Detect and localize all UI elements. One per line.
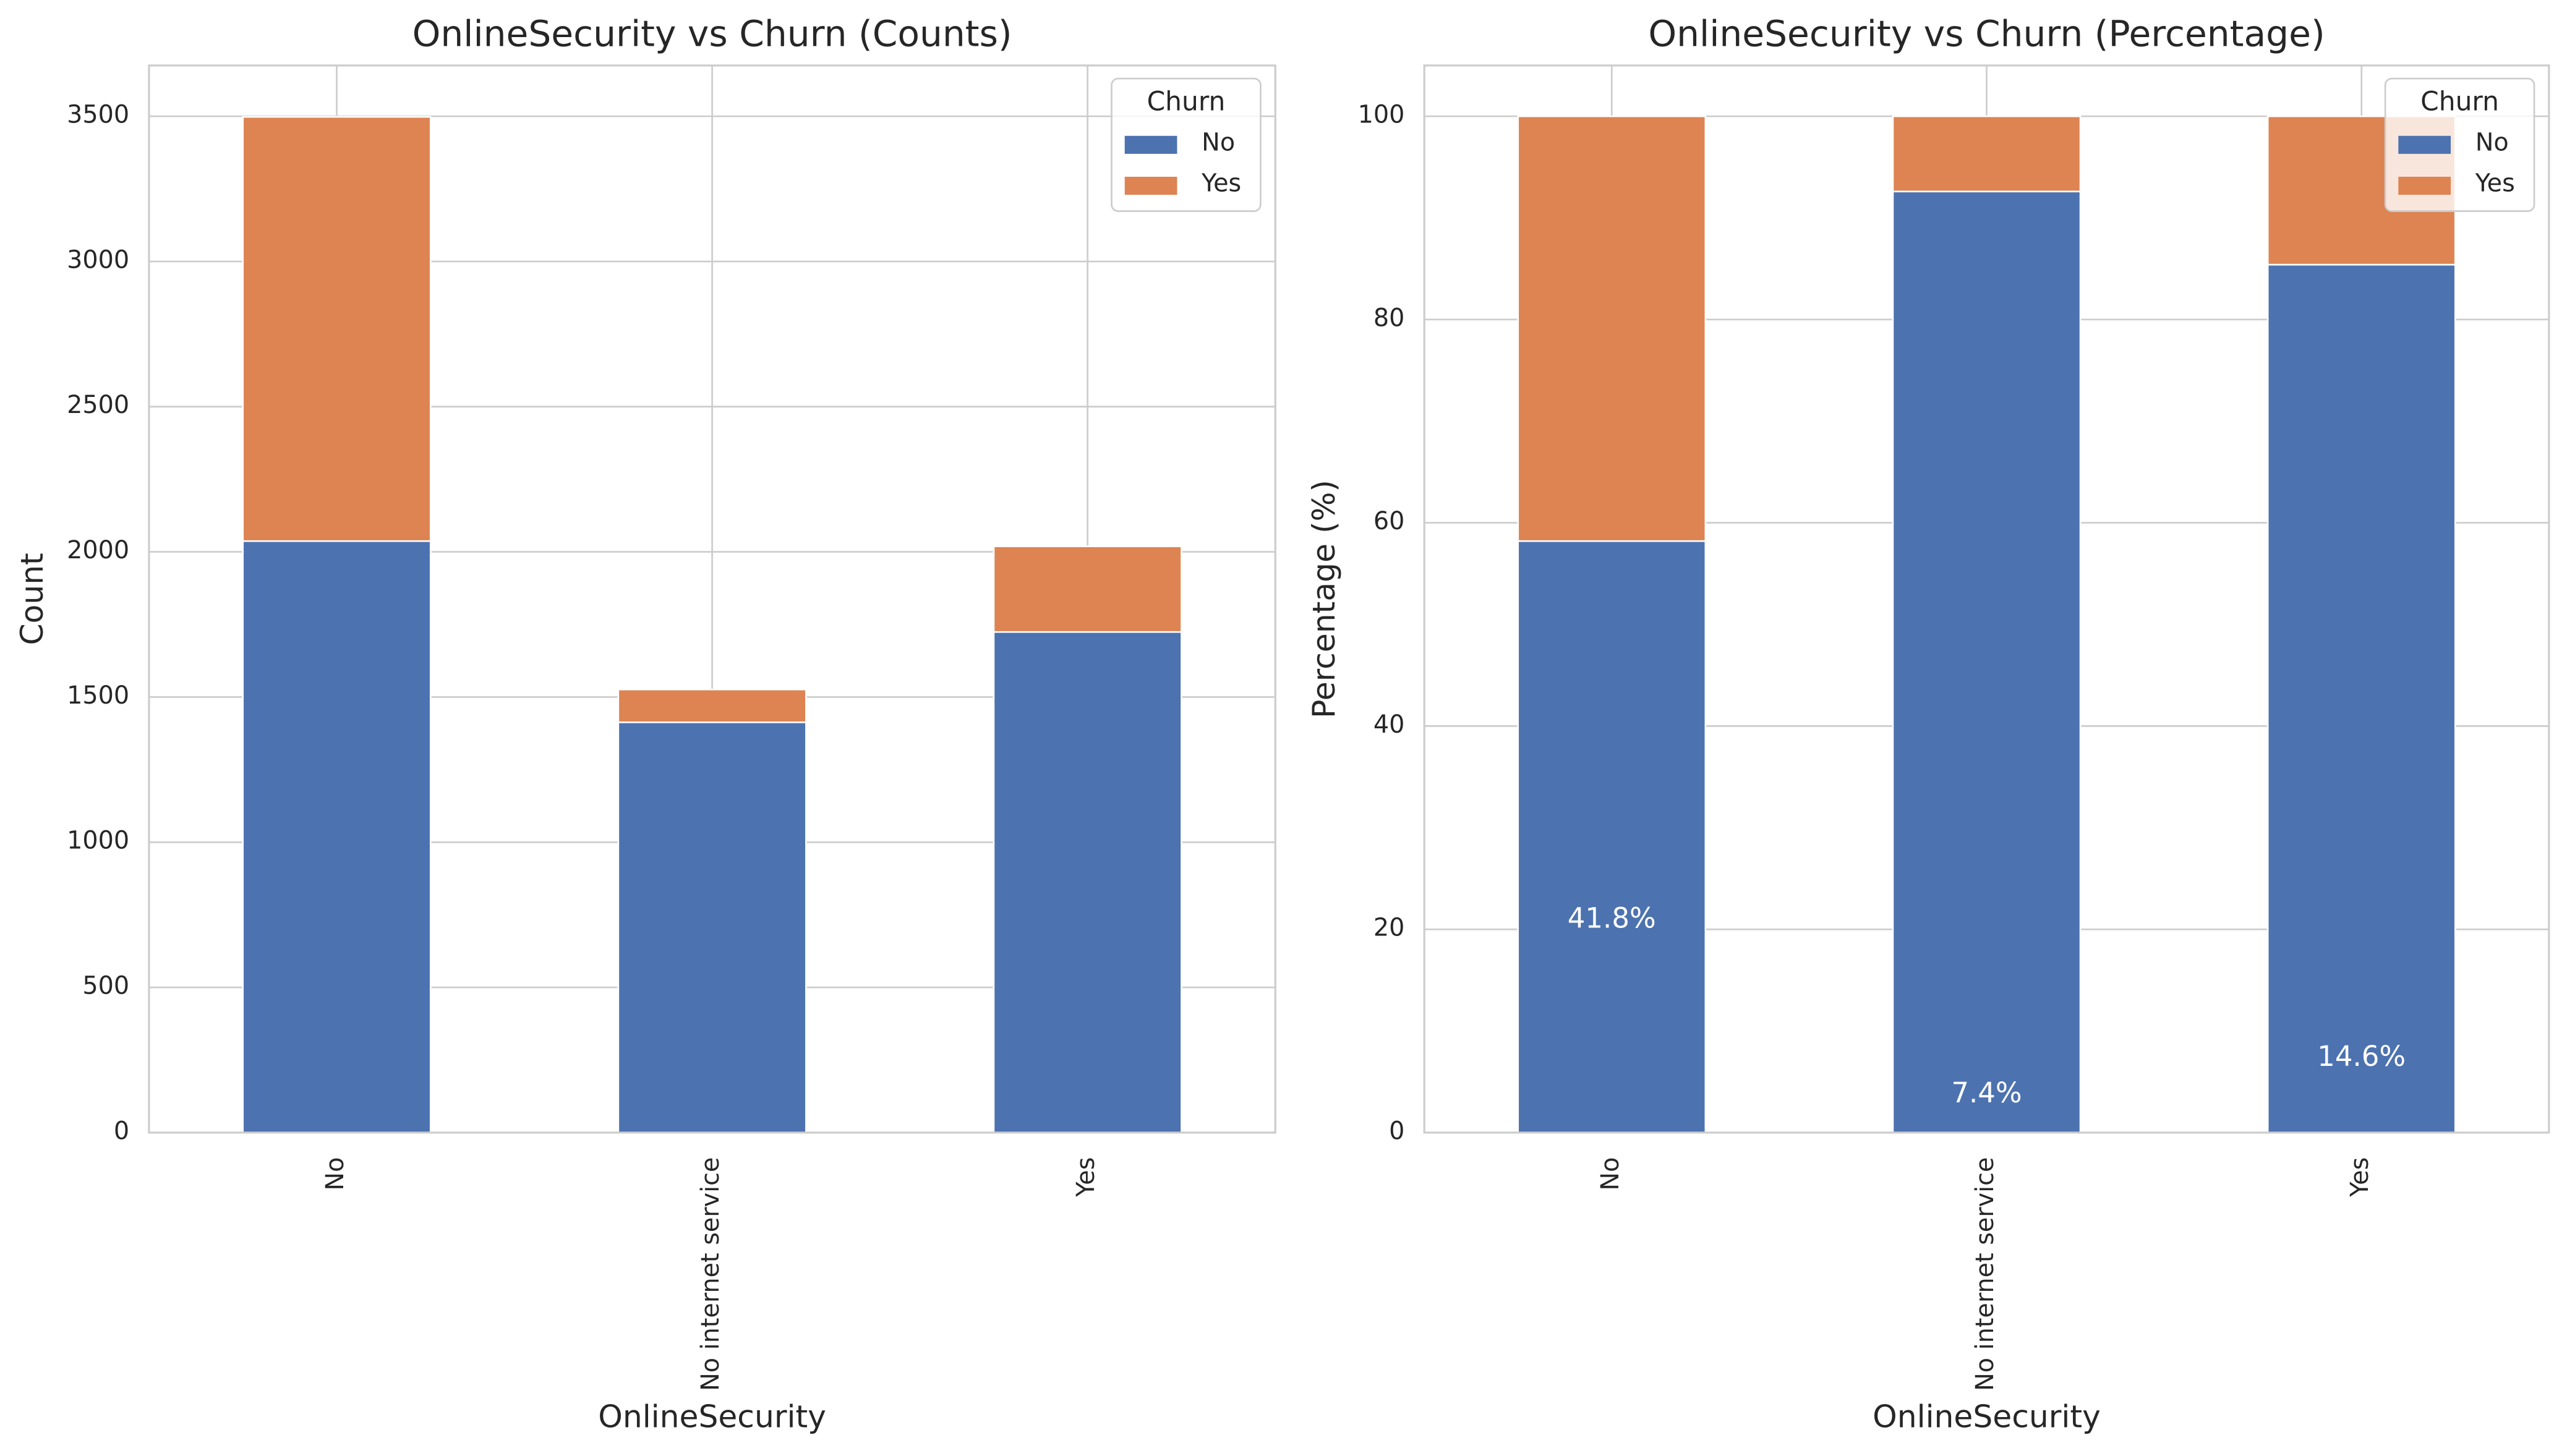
x-axis-label: OnlineSecurity <box>598 1399 826 1435</box>
legend-label: No <box>1202 128 1235 156</box>
y-tick-label: 20 <box>1373 914 1405 942</box>
data-label: 7.4% <box>1951 1076 2022 1109</box>
bar <box>1517 540 1707 1134</box>
bar <box>617 721 807 1134</box>
y-axis-label: Percentage (%) <box>1305 480 1342 718</box>
legend-swatch <box>2398 135 2451 154</box>
y-tick-label: 0 <box>114 1117 129 1145</box>
bar <box>1892 190 2082 1134</box>
y-tick-label: 500 <box>82 972 129 1000</box>
subplot: 0 500 1000 1500 2000 2500 3000 3500 No No interne… <box>14 12 1276 1435</box>
y-tick-label: 2500 <box>67 391 129 419</box>
x-tick-label: No internet service <box>696 1157 725 1391</box>
legend-label: No <box>2475 128 2509 156</box>
y-axis-label: Count <box>14 553 50 645</box>
x-axis-label: OnlineSecurity <box>1873 1399 2101 1435</box>
bar <box>2266 263 2456 1134</box>
bar <box>1517 115 1707 542</box>
y-tick-label: 0 <box>1389 1117 1404 1145</box>
bar <box>993 631 1182 1134</box>
y-tick-label: 3000 <box>67 245 129 274</box>
legend-title: Churn <box>1147 86 1226 116</box>
bar <box>617 688 807 723</box>
chart-title: OnlineSecurity vs Churn (Percentage) <box>1648 12 2325 54</box>
y-tick-label: 2000 <box>67 536 129 564</box>
bar <box>242 540 432 1134</box>
data-label: 41.8% <box>1568 901 1656 934</box>
x-tick-label: Yes <box>1072 1157 1100 1198</box>
legend-swatch <box>2398 176 2451 195</box>
subplot: 0 20 40 60 80 100 No No internet service Yes 41.8… <box>1305 12 2550 1435</box>
y-tick-label: 80 <box>1373 304 1405 332</box>
axes-frame <box>148 64 1276 1134</box>
legend-label: Yes <box>2475 169 2515 198</box>
legend-swatch <box>1124 176 1177 195</box>
x-tick-label: No <box>1596 1157 1625 1191</box>
y-tick-label: 100 <box>1358 101 1405 129</box>
y-tick-label: 3500 <box>67 101 129 129</box>
x-tick-label: Yes <box>2346 1157 2374 1198</box>
legend-swatch <box>1124 135 1177 154</box>
bar <box>993 545 1182 633</box>
bar <box>242 116 432 542</box>
y-tick-label: 1500 <box>67 681 129 710</box>
x-tick-label: No internet service <box>1971 1157 1999 1391</box>
data-label: 14.6% <box>2317 1040 2406 1073</box>
axes-frame <box>1423 64 2550 1134</box>
legend-label: Yes <box>1201 169 1241 198</box>
legend-title: Churn <box>2420 86 2499 116</box>
bar <box>1892 115 2082 193</box>
x-tick-label: No <box>321 1157 349 1191</box>
y-tick-label: 40 <box>1373 710 1405 739</box>
y-tick-label: 60 <box>1373 507 1405 535</box>
y-tick-label: 1000 <box>67 827 129 855</box>
chart-title: OnlineSecurity vs Churn (Counts) <box>412 12 1012 54</box>
